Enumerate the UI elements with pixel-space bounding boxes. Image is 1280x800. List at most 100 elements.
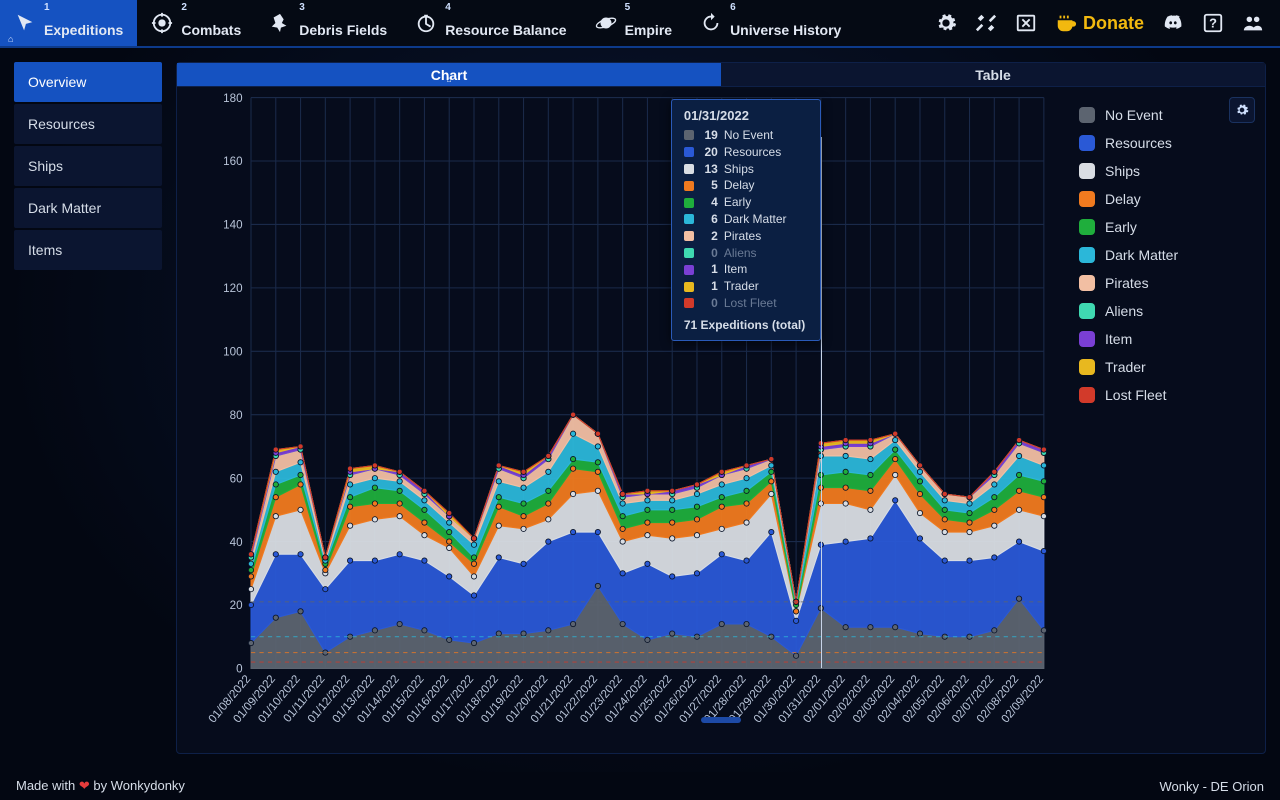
tooltip-name: Ships	[724, 161, 754, 178]
legend-swatch	[1079, 163, 1095, 179]
main-panel: Chart ⌂ Table 02040608010012014016018001…	[176, 62, 1266, 754]
legend-label: Early	[1105, 219, 1137, 235]
legend-item-early[interactable]: Early	[1075, 213, 1255, 241]
svg-text:160: 160	[223, 155, 242, 168]
settings-icon[interactable]	[935, 12, 957, 34]
sidebar-item-overview[interactable]: Overview	[14, 62, 162, 102]
sidebar-item-ships[interactable]: Ships	[14, 146, 162, 186]
legend-item-noevent[interactable]: No Event	[1075, 101, 1255, 129]
donate-button[interactable]: Donate	[1055, 12, 1144, 34]
legend-item-item[interactable]: Item	[1075, 325, 1255, 353]
tooltip-swatch	[684, 130, 694, 140]
tooltip-swatch	[684, 282, 694, 292]
svg-text:60: 60	[230, 472, 243, 485]
help-icon[interactable]: ?	[1202, 12, 1224, 34]
heart-icon: ❤	[79, 778, 90, 793]
tooltip-name: Early	[724, 194, 751, 211]
sidebar-item-resources[interactable]: Resources	[14, 104, 162, 144]
target-icon	[151, 12, 173, 34]
legend-item-trader[interactable]: Trader	[1075, 353, 1255, 381]
server-info: Wonky - DE Orion	[1159, 779, 1264, 794]
community-icon[interactable]	[1242, 12, 1264, 34]
gear-icon	[1235, 103, 1249, 117]
tooltip-swatch	[684, 214, 694, 224]
tooltip-name: Trader	[724, 278, 759, 295]
footer: Made with ❤ by Wonkydonky Wonky - DE Ori…	[0, 772, 1280, 800]
tab-chart[interactable]: Chart ⌂	[177, 63, 721, 87]
tooltip-date: 01/31/2022	[684, 108, 808, 123]
tooltip-row: 5 Delay	[684, 177, 808, 194]
tooltip-name: Aliens	[724, 245, 757, 262]
legend-item-delay[interactable]: Delay	[1075, 185, 1255, 213]
tooltip-name: Delay	[724, 177, 755, 194]
tooltip-name: Lost Fleet	[724, 295, 777, 312]
legend-label: Resources	[1105, 135, 1172, 151]
sidebar-item-dark-matter[interactable]: Dark Matter	[14, 188, 162, 228]
chart-tooltip: 01/31/2022 19 No Event 20 Resources 13 S…	[671, 99, 821, 341]
sidebar-item-items[interactable]: Items	[14, 230, 162, 270]
legend-item-lostfleet[interactable]: Lost Fleet	[1075, 381, 1255, 409]
legend-swatch	[1079, 331, 1095, 347]
svg-text:?: ?	[1209, 16, 1217, 31]
tooltip-row: 1 Item	[684, 261, 808, 278]
tooltip-value: 13	[700, 161, 718, 178]
legend-label: No Event	[1105, 107, 1163, 123]
svg-text:180: 180	[223, 92, 242, 105]
nav-label: Debris Fields	[299, 23, 387, 37]
tooltip-swatch	[684, 147, 694, 157]
legend-item-ships[interactable]: Ships	[1075, 157, 1255, 185]
legend-item-aliens[interactable]: Aliens	[1075, 297, 1255, 325]
legend-label: Aliens	[1105, 303, 1143, 319]
export-icon[interactable]	[1015, 12, 1037, 34]
legend-settings-button[interactable]	[1229, 97, 1255, 123]
expeditions-chart[interactable]: 02040608010012014016018001/08/202201/09/…	[177, 87, 1065, 753]
legend-swatch	[1079, 275, 1095, 291]
nav-label: Combats	[181, 23, 241, 37]
tooltip-row: 2 Pirates	[684, 228, 808, 245]
legend-label: Lost Fleet	[1105, 387, 1166, 403]
history-icon	[700, 12, 722, 34]
sidebar: OverviewResourcesShipsDark MatterItems	[14, 62, 162, 754]
legend-label: Ships	[1105, 163, 1140, 179]
scroll-indicator[interactable]	[701, 717, 741, 723]
body: OverviewResourcesShipsDark MatterItems C…	[0, 48, 1280, 768]
tooltip-value: 0	[700, 245, 718, 262]
balance-icon	[415, 12, 437, 34]
nav-label: Universe History	[730, 23, 841, 37]
tooltip-value: 1	[700, 261, 718, 278]
tooltip-row: 20 Resources	[684, 144, 808, 161]
credit-pre: Made with	[16, 778, 79, 793]
tooltip-value: 5	[700, 177, 718, 194]
nav-expeditions[interactable]: 1 Expeditions ⌂	[0, 0, 137, 46]
legend-swatch	[1079, 135, 1095, 151]
svg-text:100: 100	[223, 346, 242, 359]
tooltip-swatch	[684, 231, 694, 241]
tools-icon[interactable]	[975, 12, 997, 34]
top-nav: 1 Expeditions ⌂ 2 Combats 3 Debris Field…	[0, 0, 1280, 48]
nav-number: 3	[299, 3, 387, 13]
tooltip-value: 2	[700, 228, 718, 245]
tab-table[interactable]: Table	[721, 63, 1265, 87]
legend-label: Trader	[1105, 359, 1146, 375]
tooltip-value: 20	[700, 144, 718, 161]
tooltip-row: 4 Early	[684, 194, 808, 211]
tooltip-value: 1	[700, 278, 718, 295]
nav-number: 6	[730, 3, 841, 13]
legend-item-resources[interactable]: Resources	[1075, 129, 1255, 157]
nav-combats[interactable]: 2 Combats	[137, 0, 255, 46]
legend-item-darkmatter[interactable]: Dark Matter	[1075, 241, 1255, 269]
tooltip-name: Item	[724, 261, 747, 278]
nav-debris-fields[interactable]: 3 Debris Fields	[255, 0, 401, 46]
svg-text:20: 20	[230, 599, 243, 612]
nav-empire[interactable]: 5 Empire	[581, 0, 686, 46]
discord-icon[interactable]	[1162, 12, 1184, 34]
legend: No Event Resources Ships Delay Early Dark Mat…	[1065, 87, 1265, 753]
legend-item-pirates[interactable]: Pirates	[1075, 269, 1255, 297]
legend-label: Delay	[1105, 191, 1141, 207]
tooltip-guide-line	[821, 137, 822, 668]
nav-universe-history[interactable]: 6 Universe History	[686, 0, 855, 46]
tooltip-swatch	[684, 181, 694, 191]
planet-icon	[595, 12, 617, 34]
nav-resource-balance[interactable]: 4 Resource Balance	[401, 0, 580, 46]
legend-label: Pirates	[1105, 275, 1149, 291]
